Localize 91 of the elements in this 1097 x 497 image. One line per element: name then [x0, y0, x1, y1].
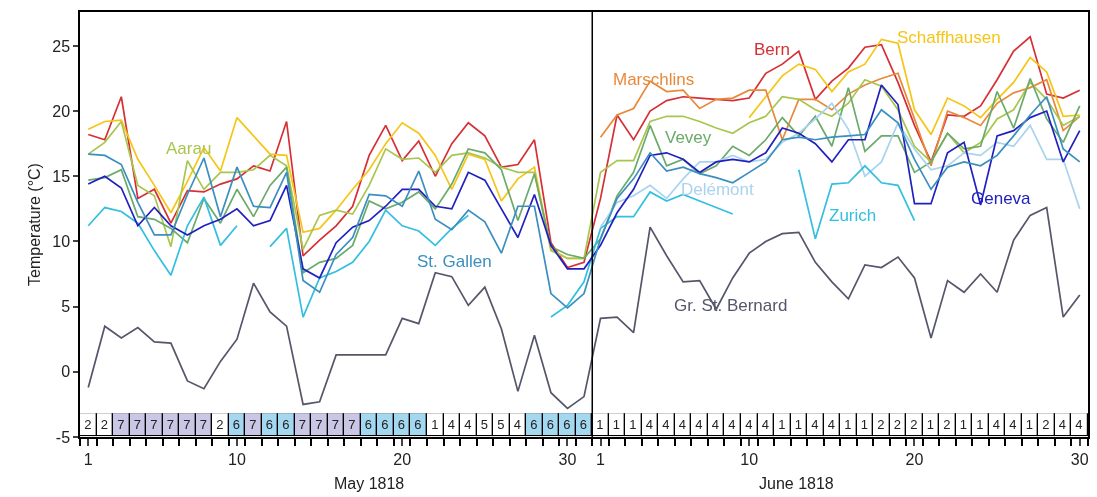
x-tick-label: 30: [1070, 450, 1089, 468]
y-tick-label: 10: [52, 233, 71, 251]
annotation: 2: [943, 416, 951, 432]
annotation: 2: [1042, 416, 1050, 432]
annotation: 7: [150, 416, 158, 432]
annotation: 6: [579, 416, 588, 432]
y-tick-label: 20: [52, 102, 71, 120]
y-axis-title: Temperature (°C): [25, 163, 43, 286]
x-tick-label: 20: [393, 450, 412, 468]
annotation: 1: [926, 416, 935, 432]
annotation: 7: [117, 416, 125, 432]
annotation: 4: [992, 416, 1001, 432]
annotation: 4: [711, 416, 720, 432]
annotation: 1: [629, 416, 637, 432]
annotation: 6: [265, 416, 274, 432]
annotation: 1: [860, 416, 869, 432]
y-tick-label: 25: [52, 37, 71, 55]
annotation: 5: [497, 416, 505, 432]
x-tick-label: 10: [740, 450, 759, 468]
annotation: 7: [315, 416, 323, 432]
annotation: 4: [761, 416, 770, 432]
annotation: 6: [546, 416, 555, 432]
line-series: [87, 206, 1081, 410]
annotation: 1: [596, 416, 604, 432]
y-tick-label: -5: [55, 428, 71, 446]
annotation: 1: [976, 416, 984, 432]
y-tick-label: 5: [61, 298, 71, 316]
series-label: Zurich: [829, 206, 877, 225]
annotation: 4: [728, 416, 736, 432]
annotation: 7: [183, 416, 191, 432]
annotation: 2: [877, 416, 885, 432]
annotation: 4: [645, 416, 654, 432]
x-tick-label: 10: [228, 450, 246, 468]
annotation: 6: [414, 416, 422, 432]
annotation: 6: [397, 416, 406, 432]
series-label: St. Gallen: [417, 252, 492, 271]
annotation: 4: [745, 416, 753, 432]
annotation: 4: [1075, 416, 1083, 432]
annotation: 4: [447, 416, 456, 432]
annotation: 6: [364, 416, 373, 432]
x-tick-label: 30: [558, 450, 577, 468]
annotation: 7: [298, 416, 307, 432]
annotation: 4: [464, 416, 472, 432]
x-tick-label: 1: [83, 450, 93, 468]
annotation: 7: [348, 416, 356, 432]
annotation: 4: [678, 416, 687, 432]
annotation: 1: [778, 416, 786, 432]
annotation: 1: [794, 416, 803, 432]
annotation: 4: [1009, 416, 1017, 432]
x-tick-label: 20: [905, 450, 924, 468]
annotation: 1: [431, 416, 439, 432]
y-tick-label: 15: [52, 167, 71, 185]
annotation: 7: [199, 416, 208, 432]
annotation: 4: [662, 416, 670, 432]
line-series: [87, 95, 1081, 309]
series-label: Vevey: [665, 128, 712, 147]
annotation: 5: [480, 416, 489, 432]
annotation: 2: [84, 416, 92, 432]
annotation: 2: [216, 416, 224, 432]
annotation: 4: [811, 416, 819, 432]
annotation: 7: [249, 416, 257, 432]
series-label: Marschlins: [613, 70, 695, 89]
x-tick-label: 1: [596, 450, 606, 468]
text: June 1818: [759, 475, 834, 492]
series-label: Aarau: [166, 139, 212, 158]
line-series: [599, 72, 1081, 167]
annotation: 1: [959, 416, 968, 432]
series-label: Bern: [754, 40, 790, 59]
series-label: Schaffhausen: [897, 28, 1001, 47]
annotation: 2: [100, 416, 109, 432]
annotation: 6: [381, 416, 389, 432]
annotation: 4: [1058, 416, 1067, 432]
annotation: 2: [893, 416, 902, 432]
y-tick-label: 0: [61, 363, 71, 381]
annotation: 4: [827, 416, 836, 432]
annotation: 7: [331, 416, 340, 432]
annotation: 7: [133, 416, 142, 432]
annotation: 4: [513, 416, 522, 432]
annotation: 2: [910, 416, 918, 432]
annotation: 1: [844, 416, 852, 432]
annotation: 6: [232, 416, 241, 432]
series-label: Delémont: [681, 180, 755, 199]
annotation: 1: [1025, 416, 1034, 432]
annotation: 1: [612, 416, 621, 432]
annotation: 6: [530, 416, 538, 432]
annotation: 7: [166, 416, 175, 432]
text: May 1818: [334, 475, 405, 492]
line-series: [599, 102, 1081, 228]
annotation: 4: [695, 416, 703, 432]
annotation: 6: [282, 416, 290, 432]
annotation: 6: [563, 416, 571, 432]
